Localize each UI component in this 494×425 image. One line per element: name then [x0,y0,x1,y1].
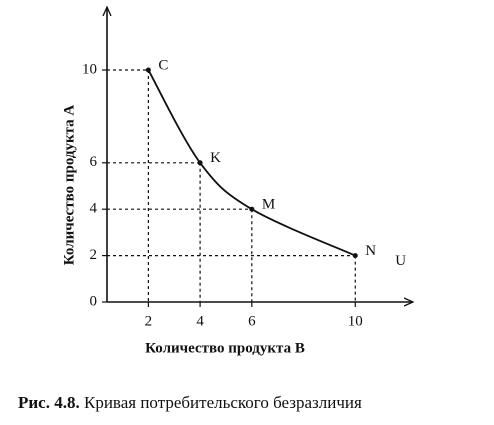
caption-text: Кривая потребительского безразличия [84,393,362,412]
point [197,160,203,166]
figure-caption: Рис. 4.8. Кривая потребительского безраз… [18,393,362,412]
point-label: M [262,197,275,213]
x-axis-label: Количество продукта В [145,340,305,356]
point [249,206,255,212]
x-tick-label: 2 [145,313,153,329]
point [145,67,151,73]
x-tick-label: 4 [196,313,204,329]
point [352,253,358,259]
y-tick-label: 10 [82,61,97,77]
x-tick-label: 6 [248,313,256,329]
point-label: C [158,57,168,73]
y-axis-label: Количество продукта А [61,105,77,266]
y-tick-label: 4 [90,201,98,217]
y-tick-label: 6 [90,154,98,170]
y-tick-label: 0 [90,293,98,309]
x-tick-label: 10 [348,313,363,329]
figure-number: Рис. 4.8. [18,393,80,412]
point-label: N [365,243,376,259]
curve-label: U [395,253,406,269]
indifference-curve [147,69,356,257]
y-tick-label: 2 [90,247,98,263]
point-label: K [210,150,221,166]
